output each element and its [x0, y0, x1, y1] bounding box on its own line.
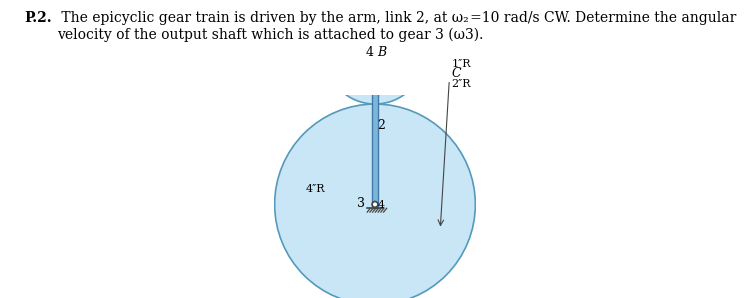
Circle shape	[325, 4, 425, 104]
Text: 4: 4	[377, 200, 384, 210]
Circle shape	[373, 52, 377, 56]
Text: 4″R: 4″R	[305, 184, 325, 194]
Text: 2: 2	[377, 119, 386, 132]
Text: The epicyclic gear train is driven by the arm, link 2, at ω₂ =10 rad/s CW. Deter: The epicyclic gear train is driven by th…	[57, 11, 736, 42]
Bar	[372, 46, 378, 208]
Text: B: B	[377, 46, 386, 59]
Text: C: C	[452, 67, 460, 80]
Text: 2″R: 2″R	[452, 79, 471, 89]
Circle shape	[274, 104, 476, 298]
Text: 1″R: 1″R	[452, 59, 471, 69]
Text: 4: 4	[365, 46, 374, 59]
Circle shape	[372, 201, 378, 207]
Text: 3: 3	[356, 197, 364, 210]
Text: P.2.: P.2.	[25, 11, 52, 25]
